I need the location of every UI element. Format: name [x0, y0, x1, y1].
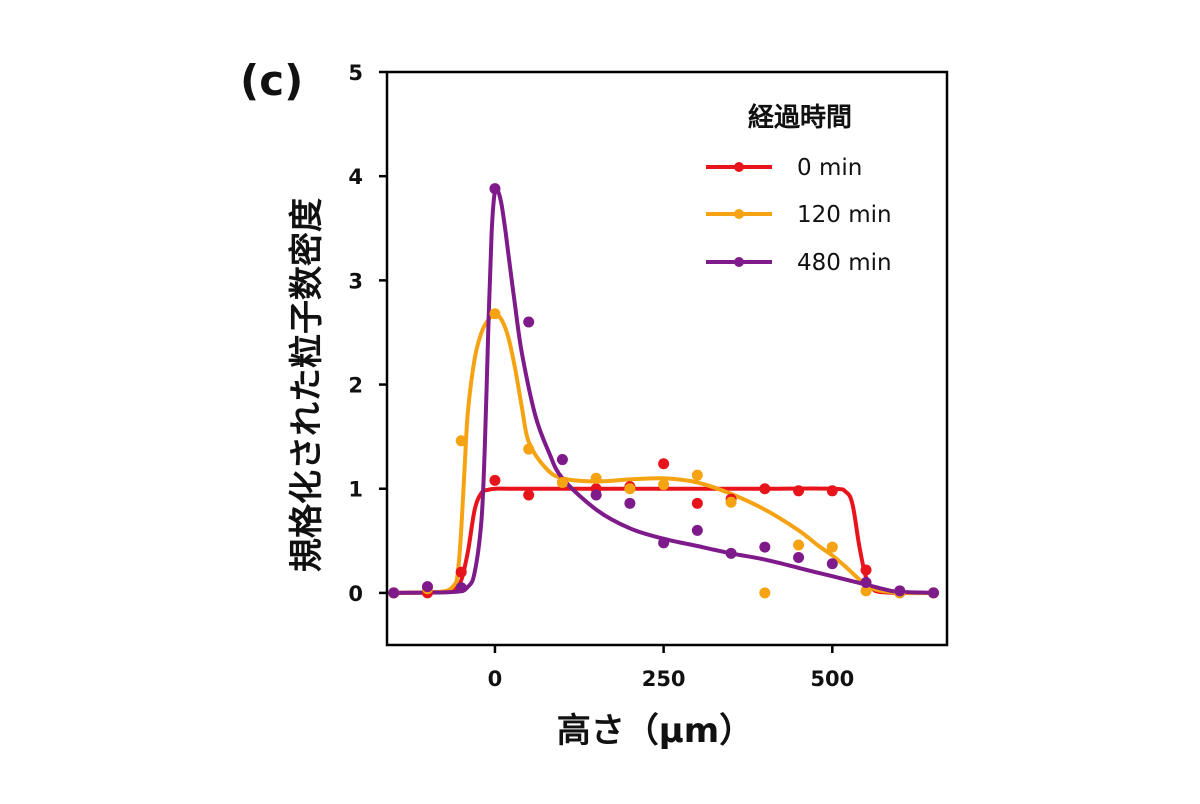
legend-title: 経過時間: [748, 102, 852, 133]
y-tick-label: 0: [348, 582, 363, 606]
legend-entry: 0 min: [706, 155, 862, 181]
legend-label-1: 120 min: [797, 202, 892, 228]
legend-marker-2: [734, 257, 744, 267]
data-point-0: [860, 564, 872, 576]
y-tick-label: 2: [348, 374, 363, 398]
y-axis-label: 規格化された粒子数密度: [287, 198, 327, 572]
x-axis-label: 高さ（μm）: [557, 711, 753, 751]
legend-marker-1: [734, 209, 744, 219]
data-point-2: [928, 587, 940, 599]
data-point-1: [624, 483, 636, 495]
data-point-0: [523, 489, 535, 501]
data-point-2: [455, 582, 467, 594]
x-tick-label: 250: [642, 667, 686, 691]
data-point-1: [826, 541, 838, 553]
legend: 経過時間 0 min 120 min 480 min: [706, 102, 892, 276]
data-point-2: [725, 547, 737, 559]
data-point-1: [860, 585, 872, 597]
legend-entry: 480 min: [706, 250, 892, 276]
data-point-0: [759, 483, 771, 495]
legend-label-0: 0 min: [797, 155, 862, 181]
y-tick-label: 3: [348, 269, 363, 293]
data-point-2: [860, 576, 872, 588]
data-point-2: [894, 585, 906, 597]
data-point-2: [826, 558, 838, 570]
data-point-2: [556, 454, 568, 466]
data-point-1: [691, 469, 703, 481]
data-point-2: [624, 497, 636, 509]
data-point-2: [388, 587, 400, 599]
data-point-2: [421, 581, 433, 593]
x-tick-label: 500: [810, 667, 854, 691]
data-point-0: [826, 485, 838, 497]
data-point-1: [489, 308, 501, 320]
data-point-0: [489, 474, 501, 486]
fit-line-1: [393, 311, 934, 596]
data-point-1: [725, 496, 737, 508]
data-point-1: [455, 435, 467, 447]
y-tick-label: 5: [348, 61, 363, 85]
data-point-1: [556, 476, 568, 488]
data-point-1: [793, 539, 805, 551]
data-point-0: [793, 485, 805, 497]
data-point-2: [658, 537, 670, 549]
legend-marker-0: [734, 162, 744, 172]
data-point-1: [590, 472, 602, 484]
data-point-2: [759, 541, 771, 553]
y-tick-label: 1: [348, 478, 363, 502]
data-point-2: [523, 316, 535, 328]
legend-label-2: 480 min: [797, 250, 892, 276]
data-point-2: [793, 551, 805, 563]
data-point-2: [590, 489, 602, 501]
y-tick-label: 4: [348, 165, 363, 189]
data-point-1: [523, 443, 535, 455]
data-point-2: [691, 524, 703, 536]
data-point-0: [658, 458, 670, 470]
data-point-2: [489, 183, 501, 195]
data-point-0: [691, 497, 703, 509]
data-point-1: [759, 587, 771, 599]
plot-area: [388, 183, 940, 599]
x-tick-label: 0: [488, 667, 503, 691]
legend-entry: 120 min: [706, 202, 892, 228]
panel-label: (c): [240, 56, 303, 105]
data-point-0: [455, 566, 467, 578]
fit-line-2: [393, 185, 934, 595]
data-point-1: [658, 479, 670, 491]
plot-frame: [385, 70, 949, 647]
